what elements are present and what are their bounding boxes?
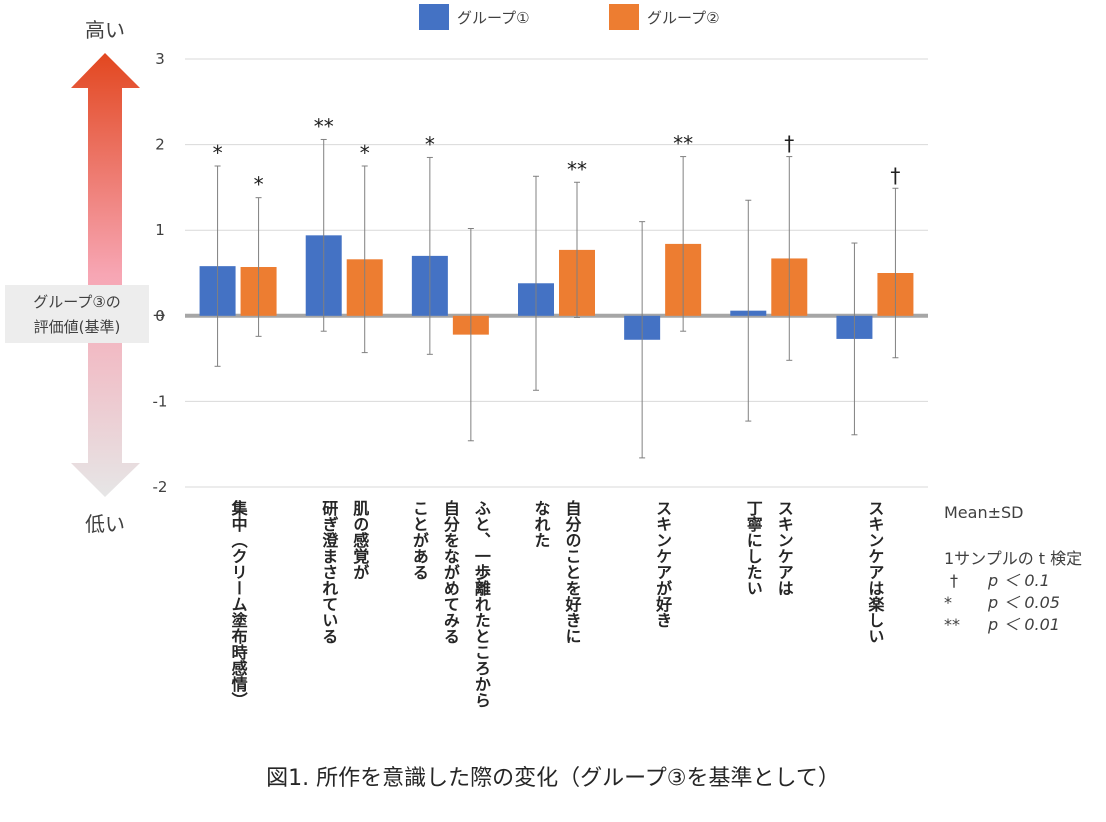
y-tick-label: -1: [153, 392, 168, 410]
grid-layer: [185, 58, 928, 488]
reference-label-line2: 評価値(基準): [34, 318, 121, 336]
category-label: ふと、一歩離れたところから: [472, 500, 491, 708]
significance-label: *: [360, 141, 370, 165]
category-label: なれた: [532, 500, 551, 548]
category-label: 自分のことを好きに: [563, 499, 583, 644]
legend-label-group1: グループ①: [457, 9, 530, 27]
significance-label: *: [254, 173, 264, 197]
reference-arrow: →: [153, 306, 166, 324]
error-bars-layer: [214, 138, 899, 459]
note-mark-doublestar: **: [944, 615, 960, 634]
category-label: 自分をながめてみる: [441, 499, 460, 644]
y-tick-label: 1: [155, 221, 165, 239]
note-mark-star: *: [944, 593, 952, 612]
significance-label: †: [890, 163, 900, 187]
significance-label: **: [673, 132, 693, 156]
y-tick-label: -2: [153, 478, 168, 496]
category-label: 肌の感覚が: [350, 500, 369, 580]
significance-label: *: [425, 132, 435, 156]
scale-high-label: 高い: [85, 18, 125, 42]
legend-swatch-group1: [419, 4, 449, 30]
category-label: 研ぎ澄まされている: [319, 500, 338, 644]
bars-layer: [199, 235, 914, 340]
test-title-note: 1サンプルの t 検定: [944, 549, 1082, 568]
mean-sd-note: Mean±SD: [944, 503, 1023, 522]
category-label: スキンケアが好き: [653, 500, 673, 628]
note-text-star: p ＜ 0.05: [987, 593, 1060, 612]
figure-caption: 図1. 所作を意識した際の変化（グループ③を基準として）: [266, 766, 840, 791]
note-text-doublestar: p ＜ 0.01: [987, 615, 1060, 634]
scale-low-label: 低い: [85, 512, 125, 536]
y-tick-label: 0: [155, 307, 165, 325]
significance-label: *: [213, 141, 223, 165]
category-label: 集中（クリーム塗布時感情）: [229, 499, 249, 708]
significance-label: **: [314, 114, 334, 138]
legend-swatch-group2: [609, 4, 639, 30]
category-label: 丁寧にしたい: [744, 500, 763, 596]
reference-label-line1: グループ③の: [33, 293, 121, 311]
category-label: ことがある: [410, 500, 429, 580]
legend-label-group2: グループ②: [647, 9, 720, 27]
note-text-dagger: p ＜ 0.1: [987, 571, 1050, 590]
significance-label: **: [567, 157, 587, 181]
category-label: スキンケアは楽しい: [865, 500, 885, 644]
note-mark-dagger: †: [950, 571, 958, 590]
scale-arrow-icon: [71, 53, 140, 497]
significance-label: †: [784, 132, 794, 156]
y-tick-label: 2: [155, 136, 165, 154]
y-tick-label: 3: [155, 50, 165, 68]
reference-box: [5, 285, 149, 343]
category-label: スキンケアは: [775, 500, 794, 596]
